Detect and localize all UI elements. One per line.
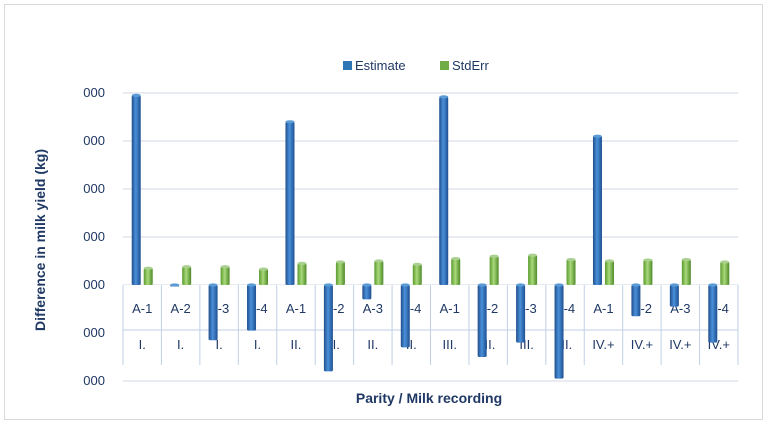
stderr-bar-cap (451, 257, 461, 261)
stderr-bar-cap (220, 265, 230, 269)
stderr-bar-cap (335, 260, 345, 264)
estimate-bar-cap (362, 283, 372, 287)
estimate-bar (208, 285, 218, 341)
estimate-bar (285, 121, 295, 285)
x-tick-label-group: II. (291, 337, 302, 352)
stderr-bar-cap (143, 266, 153, 270)
stderr-bar-cap (259, 267, 269, 271)
x-tick-label-sub: A-1 (132, 301, 152, 316)
estimate-bar-cap (516, 283, 526, 287)
y-tick-label: 000 (83, 181, 105, 196)
estimate-bar (400, 285, 410, 348)
estimate-bar-cap (631, 283, 641, 287)
estimate-bar (439, 96, 449, 285)
estimate-bar-cap (708, 283, 718, 287)
stderr-bar (528, 255, 538, 285)
stderr-bar-cap (182, 265, 192, 269)
x-tick-label-group: IV.+ (669, 337, 691, 352)
stderr-bar-cap (374, 259, 384, 263)
estimate-bar (631, 285, 641, 317)
estimate-bar-cap (170, 283, 180, 287)
stderr-bar (489, 256, 499, 285)
legend-label-estimate: Estimate (355, 58, 406, 73)
estimate-bar-cap (247, 283, 257, 287)
x-tick-label-group: I. (215, 337, 222, 352)
stderr-bar (681, 259, 691, 285)
x-tick-label-group: I. (254, 337, 261, 352)
x-tick-label-sub: A-1 (593, 301, 613, 316)
estimate-bar-cap (285, 120, 295, 124)
stderr-bar-cap (489, 254, 499, 258)
stderr-bar (412, 264, 422, 285)
y-tick-label: 000 (83, 229, 105, 244)
estimate-bar-cap (669, 283, 679, 287)
y-axis-title: Difference in milk yield (kg) (32, 149, 48, 331)
estimate-bar-cap (323, 283, 333, 287)
stderr-bar-cap (604, 259, 614, 263)
stderr-bar (720, 261, 730, 285)
stderr-bar (143, 268, 153, 285)
estimate-bar (247, 285, 257, 331)
x-tick-label-sub: A-2 (171, 301, 191, 316)
stderr-bar-cap (528, 253, 538, 257)
stderr-bar (297, 263, 307, 285)
x-tick-label-sub: A-1 (286, 301, 306, 316)
stderr-bar (566, 259, 576, 285)
x-tick-label-group: IV.+ (592, 337, 614, 352)
stderr-bar-cap (566, 257, 576, 262)
x-tick-label-group: I. (139, 337, 146, 352)
x-tick-label-group: II. (329, 337, 340, 352)
estimate-bar (669, 285, 679, 307)
stderr-bar-cap (412, 262, 422, 266)
estimate-bar (477, 285, 487, 357)
x-tick-label-group: II. (406, 337, 417, 352)
estimate-bar (516, 285, 526, 343)
y-tick-label: 000 (83, 277, 105, 292)
chart-frame: A-1 I. A-2 I. A-3 I. A-4 I. A-1 II. A-2 II. A-3 II. A-… (4, 4, 763, 420)
legend: Estimate StdErr (343, 58, 490, 73)
stderr-bar-cap (297, 261, 307, 265)
bars (131, 93, 730, 379)
estimate-bar-cap (477, 283, 487, 287)
x-axis-title: Parity / Milk recording (356, 390, 502, 406)
x-tick-label-group: III. (442, 337, 456, 352)
legend-label-stderr: StdErr (452, 58, 490, 73)
y-tick-label: 000 (83, 133, 105, 148)
stderr-bar-cap (643, 258, 653, 262)
y-tick-labels: 000 000 000 000 000 000 000 (83, 85, 105, 388)
stderr-bar (182, 266, 192, 285)
stderr-bar (643, 260, 653, 285)
x-tick-label-group: II. (367, 337, 378, 352)
estimate-bar-cap (439, 95, 449, 99)
stderr-bar (451, 258, 461, 285)
estimate-bar-cap (208, 283, 218, 287)
estimate-bar-cap (400, 283, 410, 287)
stderr-bar-cap (681, 257, 691, 262)
estimate-bar (131, 95, 141, 286)
estimate-bar-cap (554, 283, 564, 287)
stderr-bar-cap (720, 260, 730, 264)
estimate-bar (592, 136, 602, 285)
y-tick-label: 000 (83, 373, 105, 388)
estimate-bar-cap (131, 93, 141, 97)
estimate-bar (708, 285, 718, 343)
stderr-bar (604, 261, 614, 285)
y-tick-label: 000 (83, 85, 105, 100)
x-tick-label-sub: A-1 (440, 301, 460, 316)
estimate-bar (554, 285, 564, 379)
x-tick-label-group: IV.+ (631, 337, 653, 352)
x-tick-label-group: I. (177, 337, 184, 352)
y-tick-label: 000 (83, 325, 105, 340)
estimate-bar-cap (592, 134, 602, 138)
legend-swatch-stderr (440, 61, 449, 70)
stderr-bar (220, 266, 230, 285)
stderr-bar (374, 261, 384, 285)
stderr-bar (335, 261, 345, 285)
stderr-bar (259, 269, 269, 285)
x-tick-label-sub: A-3 (363, 301, 383, 316)
estimate-bar (323, 285, 333, 372)
chart-svg: A-1I.A-2I.A-3I.A-4I.A-1II.A-2II.A-3II.A-… (32, 58, 739, 406)
legend-swatch-estimate (343, 61, 352, 70)
estimate-bar (362, 285, 372, 300)
